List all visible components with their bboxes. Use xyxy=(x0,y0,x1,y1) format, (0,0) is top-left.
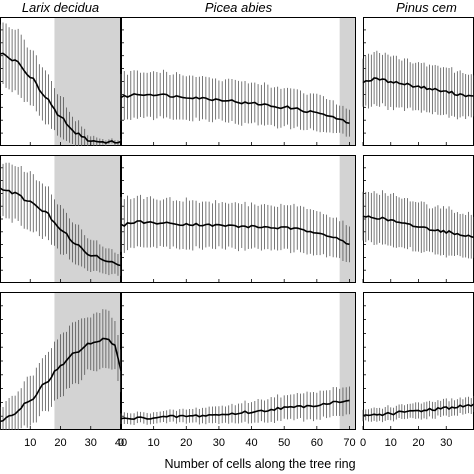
x-tick-label: 10 xyxy=(148,437,160,449)
mean-line-1 xyxy=(362,215,474,239)
panel-c2-r3 xyxy=(120,292,356,430)
x-tick-label: 40 xyxy=(115,437,127,449)
x-tick-label: 30 xyxy=(85,437,97,449)
shaded-region xyxy=(54,17,122,146)
panel-c1-r1 xyxy=(0,17,122,146)
x-tick-label: 70 xyxy=(343,437,355,449)
mean-line-1 xyxy=(362,403,474,417)
shaded-region xyxy=(339,155,356,283)
panel-c2-r1 xyxy=(120,17,356,146)
mean-line-1 xyxy=(120,220,350,246)
panel-title-1: Larix decidua xyxy=(22,0,99,15)
panel-title-2: Picea abies xyxy=(205,0,273,15)
panel-c2-r2 xyxy=(120,155,356,283)
mean-line-1 xyxy=(120,93,350,124)
x-tick-label: 0 xyxy=(360,437,366,449)
x-tick-label: 40 xyxy=(245,437,257,449)
x-tick-label: 20 xyxy=(54,437,66,449)
panel-c3-r3 xyxy=(362,292,474,430)
shaded-region xyxy=(339,17,356,146)
panel-c3-r1 xyxy=(362,17,474,146)
x-tick-label: 30 xyxy=(213,437,225,449)
panel-title-3: Pinus cem xyxy=(396,0,457,15)
panel-c3-r2 xyxy=(362,155,474,283)
x-axis-label: Number of cells along the tree ring xyxy=(164,457,355,471)
x-tick-label: 60 xyxy=(311,437,323,449)
shaded-region xyxy=(339,292,356,430)
mean-line-1 xyxy=(0,337,122,423)
x-tick-label: 50 xyxy=(278,437,290,449)
panel-c1-r2 xyxy=(0,155,122,283)
x-tick-label: 30 xyxy=(440,437,452,449)
x-tick-label: 10 xyxy=(24,437,36,449)
mean-line-1 xyxy=(0,52,122,144)
x-tick-label: 20 xyxy=(412,437,424,449)
panel-c1-r3 xyxy=(0,292,122,430)
mean-line-1 xyxy=(120,399,350,421)
mean-line-1 xyxy=(0,187,122,267)
x-tick-label: 20 xyxy=(180,437,192,449)
x-tick-label: 10 xyxy=(385,437,397,449)
x-tick-label: 0 xyxy=(118,437,124,449)
mean-line-1 xyxy=(362,77,474,98)
